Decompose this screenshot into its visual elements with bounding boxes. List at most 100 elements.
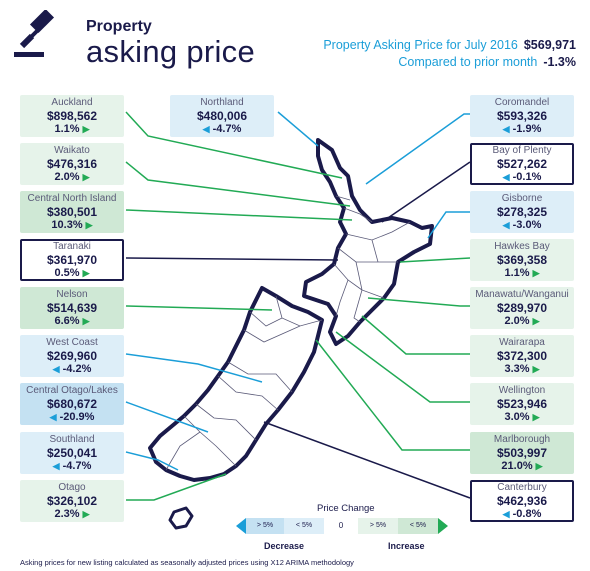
region-change: -4.2% [62,363,92,376]
region-price: $514,639 [46,301,98,315]
region-name: Southland [49,434,95,445]
region-name: Central North Island [27,193,117,204]
region-change: -1.9% [512,123,542,136]
region-change: 10.3% [51,219,83,232]
region-name: West Coast [46,337,98,348]
leader-waikato [125,161,351,207]
leader-west-coast [125,353,263,383]
increase-arrow-icon: ▶ [82,509,90,520]
region-box-wellington: Wellington $523,946 3.0% ▶ [470,383,574,425]
legend-increase-large: < 5% [409,522,427,529]
legend-increase-label: Increase [388,541,425,551]
region-change: 0.5% [54,267,80,280]
summary-line: Property Asking Price for July 2016 $569,… [323,38,576,52]
legend-decrease-large: > 5% [256,522,274,529]
region-box-nelson: Nelson $514,639 6.6% ▶ [20,287,124,329]
leader-wairarapa [361,315,470,355]
decrease-arrow-icon: ◀ [502,124,510,135]
region-change: -0.1% [512,171,542,184]
leader-manawatu [367,297,470,307]
leader-northland [277,111,319,147]
region-box-central-otago-lakes: Central Otago/Lakes $680,672 ◀ -20.9% [20,383,124,425]
increase-arrow-icon: ▶ [82,172,90,183]
region-change: 2.3% [54,508,80,521]
region-price: $476,316 [46,157,98,171]
region-price: $380,501 [46,205,98,219]
decrease-arrow-icon: ◀ [52,364,60,375]
region-price: $680,672 [46,397,98,411]
legend-zero: 0 [338,521,344,530]
north-island-boundaries [333,195,411,323]
compare-label: Compared to prior month [398,55,538,69]
region-change: 1.1% [504,267,530,280]
decrease-arrow-icon: ◀ [52,461,60,472]
region-box-bay-of-plenty: Bay of Plenty $527,262 ◀ -0.1% [470,143,574,185]
region-name: Wairarapa [499,337,545,348]
region-box-auckland: Auckland $898,562 1.1% ▶ [20,95,124,137]
region-box-taranaki: Taranaki $361,970 0.5% ▶ [20,239,124,281]
region-price: $326,102 [46,494,98,508]
region-change: 2.0% [504,315,530,328]
summary-label: Property Asking Price for July 2016 [323,38,518,52]
north-island-shape [302,138,434,346]
region-price: $369,358 [496,253,548,267]
region-name: Canterbury [497,482,547,493]
region-change: -4.7% [212,123,242,136]
region-change: 3.3% [504,363,530,376]
decrease-arrow-icon: ◀ [502,509,510,520]
compare-value: -1.3% [543,55,576,69]
region-price: $523,946 [496,397,548,411]
increase-arrow-icon: ▶ [535,461,543,472]
increase-arrow-icon: ▶ [532,316,540,327]
region-change: 1.1% [54,123,80,136]
region-name: Central Otago/Lakes [26,385,118,396]
title-top: Property [86,18,152,35]
decrease-arrow-icon: ◀ [502,172,510,183]
leader-nelson [125,305,273,311]
legend-decrease-label: Decrease [264,541,305,551]
increase-arrow-icon: ▶ [532,364,540,375]
region-name: Wellington [498,385,546,396]
leader-coromandel [365,113,470,185]
region-price: $593,326 [496,109,548,123]
decrease-arrow-icon: ◀ [49,412,57,423]
leader-otago [126,473,227,501]
increase-arrow-icon: ▶ [82,124,90,135]
region-change: -20.9% [59,411,95,424]
region-price: $372,300 [496,349,548,363]
region-name: Manawatu/Wanganui [475,289,569,300]
region-box-west-coast: West Coast $269,960 ◀ -4.2% [20,335,124,377]
leader-wellington [335,331,470,403]
region-name: Otago [58,482,86,493]
decrease-arrow-icon: ◀ [202,124,210,135]
leader-hawkes-bay [399,257,471,263]
legend-increase-small: > 5% [369,522,387,529]
region-name: Waikato [54,145,90,156]
gavel-icon [14,10,55,57]
region-box-gisborne: Gisborne $278,325 ◀ -3.0% [470,191,574,233]
leader-southland [125,451,179,471]
region-name: Marlborough [493,434,551,445]
leader-taranaki [125,257,339,261]
decrease-arrow-icon: ◀ [502,220,510,231]
increase-arrow-icon: ▶ [82,316,90,327]
leader-central-otago [125,401,209,433]
region-change: 21.0% [501,460,533,473]
region-price: $462,936 [496,494,548,508]
south-island-shape [148,286,324,482]
region-price: $289,970 [496,301,548,315]
region-box-coromandel: Coromandel $593,326 ◀ -1.9% [470,95,574,137]
region-change: -4.7% [62,460,92,473]
region-name: Northland [200,97,244,108]
region-price: $527,262 [496,157,548,171]
region-name: Gisborne [501,193,543,204]
region-box-manawatu-wanganui: Manawatu/Wanganui $289,970 2.0% ▶ [470,287,574,329]
region-change: 3.0% [504,411,530,424]
region-name: Coromandel [494,97,550,108]
region-box-southland: Southland $250,041 ◀ -4.7% [20,432,124,474]
leader-cni [125,209,353,221]
compare-line: Compared to prior month -1.3% [398,55,576,69]
leader-gisborne [427,211,470,239]
region-price: $480,006 [196,109,248,123]
